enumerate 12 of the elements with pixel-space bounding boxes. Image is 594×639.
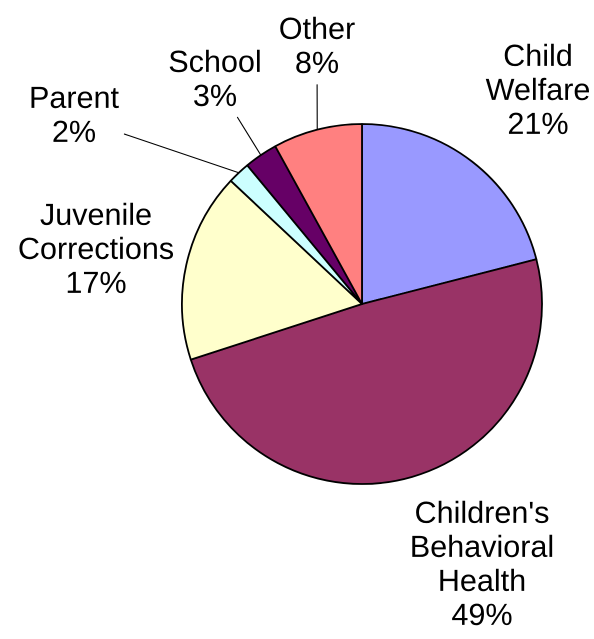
data-label: 2% bbox=[53, 120, 95, 142]
slice-label: Child Welfare bbox=[486, 44, 590, 100]
data-label: 8% bbox=[296, 52, 338, 74]
slice-label: Children's Behavioral Health bbox=[412, 500, 552, 592]
data-label: 21% bbox=[508, 112, 568, 134]
slice-label: Other bbox=[280, 16, 355, 40]
slice-label: Juvenile Corrections bbox=[19, 202, 174, 260]
data-label: 49% bbox=[452, 604, 512, 626]
data-label: 3% bbox=[194, 84, 236, 106]
slice-label: School bbox=[170, 50, 260, 72]
slice-label: Parent bbox=[31, 86, 119, 108]
data-label: 17% bbox=[68, 272, 126, 294]
